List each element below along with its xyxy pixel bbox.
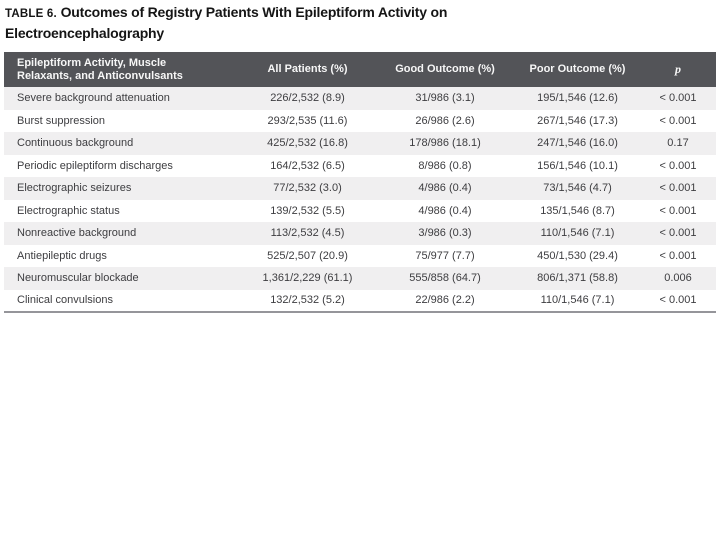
row-value: 110/1,546 (7.1) [540,294,615,307]
row-value: < 0.001 [659,249,697,262]
row-value: 1,361/2,229 (61.1) [262,272,353,285]
row-value: 26/986 (2.6) [415,114,475,127]
table-row: Severe background attenuation 226/2,532 (… [4,87,716,110]
row-value: 4/986 (0.4) [418,182,472,195]
row-label: Periodic epileptiform discharges [17,159,173,172]
row-value: 132/2,532 (5.2) [270,294,345,307]
row-value: 3/986 (0.3) [418,227,472,240]
row-value: 247/1,546 (16.0) [537,137,618,150]
row-label: Continuous background [17,137,134,150]
table-row: Electrographic seizures 77/2,532 (3.0) 4/9… [4,177,716,200]
column-header-p-value: p [640,52,716,87]
row-value: 178/986 (18.1) [409,137,481,150]
table-number-label: TABLE 6. [5,8,57,20]
row-value: 135/1,546 (8.7) [540,204,615,217]
table-row: Nonreactive background 113/2,532 (4.5) 3/9… [4,222,716,245]
column-header-activity: Epileptiform Activity, Muscle Relaxants,… [4,52,240,87]
row-value: < 0.001 [659,294,697,307]
row-value: 75/977 (7.7) [415,249,475,262]
row-value: < 0.001 [659,204,697,217]
row-value: 0.006 [664,272,692,285]
row-value: 555/858 (64.7) [409,272,481,285]
row-label: Neuromuscular blockade [17,272,139,285]
row-value: < 0.001 [659,114,697,127]
row-value: 113/2,532 (4.5) [270,227,345,240]
row-label: Clinical convulsions [17,294,113,307]
table-header: Epileptiform Activity, Muscle Relaxants,… [4,52,716,87]
table-title-text: Outcomes of Registry Patients With Epile… [5,4,448,41]
table-row: Continuous background 425/2,532 (16.8) 178… [4,132,716,155]
row-value: 4/986 (0.4) [418,204,472,217]
row-label: Electrographic seizures [17,182,132,195]
table-row: Burst suppression 293/2,535 (11.6) 26/986 … [4,109,716,132]
row-value: 293/2,535 (11.6) [267,114,348,127]
outcomes-table: Epileptiform Activity, Muscle Relaxants,… [4,52,716,313]
row-value: 806/1,371 (58.8) [537,272,618,285]
column-header-poor-outcome: Poor Outcome (%) [515,52,640,87]
table-row: Electrographic status 139/2,532 (5.5) 4/98… [4,199,716,222]
row-value: 139/2,532 (5.5) [270,204,345,217]
column-header-good-outcome: Good Outcome (%) [375,52,515,87]
column-header-all-patients: All Patients (%) [240,52,375,87]
row-value: < 0.001 [659,182,697,195]
row-label: Electrographic status [17,204,120,217]
row-value: 73/1,546 (4.7) [543,182,612,195]
row-value: < 0.001 [659,92,697,105]
row-label: Nonreactive background [17,227,137,240]
row-value: 195/1,546 (12.6) [537,92,618,105]
row-value: 450/1,530 (29.4) [537,249,618,262]
table-body: Severe background attenuation 226/2,532 (… [4,87,716,312]
header-row: Epileptiform Activity, Muscle Relaxants,… [4,52,716,87]
row-value: 164/2,532 (6.5) [270,159,345,172]
row-value: < 0.001 [659,159,697,172]
row-value: 31/986 (3.1) [415,92,475,105]
row-value: 525/2,507 (20.9) [267,249,348,262]
table-row: Antiepileptic drugs 525/2,507 (20.9) 75/97… [4,244,716,267]
row-value: < 0.001 [659,227,697,240]
table-row: Periodic epileptiform discharges 164/2,53… [4,154,716,177]
row-value: 0.17 [667,137,689,150]
row-value: 110/1,546 (7.1) [540,227,615,240]
row-value: 156/1,546 (10.1) [537,159,618,172]
row-value: 8/986 (0.8) [418,159,472,172]
row-value: 77/2,532 (3.0) [273,182,342,195]
row-label: Severe background attenuation [17,92,170,105]
table-row: Neuromuscular blockade 1,361/2,229 (61.1)… [4,267,716,290]
row-value: 226/2,532 (8.9) [270,92,345,105]
row-label: Burst suppression [17,114,106,127]
row-value: 425/2,532 (16.8) [267,137,348,150]
row-label: Antiepileptic drugs [17,249,107,262]
row-value: 22/986 (2.2) [415,294,475,307]
table-title: TABLE 6. Outcomes of Registry Patients W… [5,3,571,43]
row-value: 267/1,546 (17.3) [537,114,618,127]
table-row: Clinical convulsions 132/2,532 (5.2) 22/98… [4,289,716,312]
